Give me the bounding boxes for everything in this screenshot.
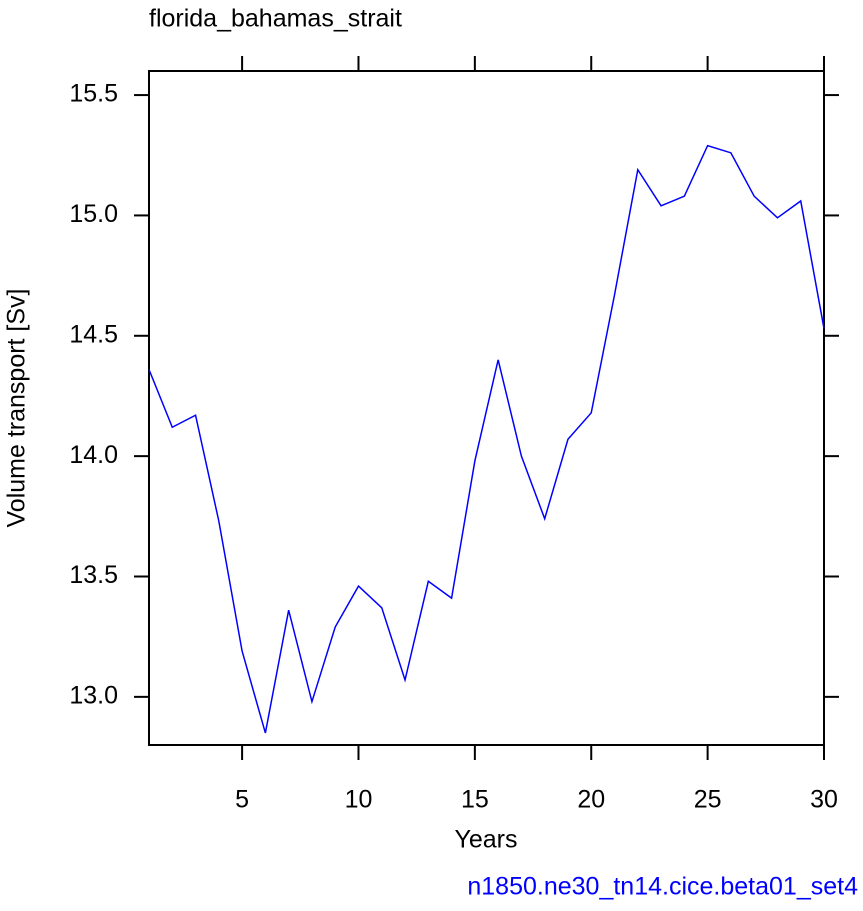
chart-title: florida_bahamas_strait [149,5,402,33]
y-axis-label: Volume transport [Sv] [3,288,31,527]
y-tick-label: 14.0 [69,441,118,469]
x-tick-label: 15 [461,786,489,814]
x-tick-label: 10 [345,786,373,814]
x-axis-label: Years [454,826,517,854]
y-tick-label: 13.0 [69,681,118,709]
data-line [148,144,825,734]
y-tick-label: 14.5 [69,320,118,348]
x-tick-label: 20 [577,786,605,814]
x-tick-label: 25 [694,786,722,814]
plot-frame [148,70,825,746]
y-tick-label: 15.5 [69,80,118,108]
y-tick-label: 15.0 [69,200,118,228]
x-tick-label: 5 [235,786,249,814]
footnote: n1850.ne30_tn14.cice.beta01_set4 [467,873,858,901]
x-tick-label: 30 [810,786,838,814]
y-tick-label: 13.5 [69,561,118,589]
